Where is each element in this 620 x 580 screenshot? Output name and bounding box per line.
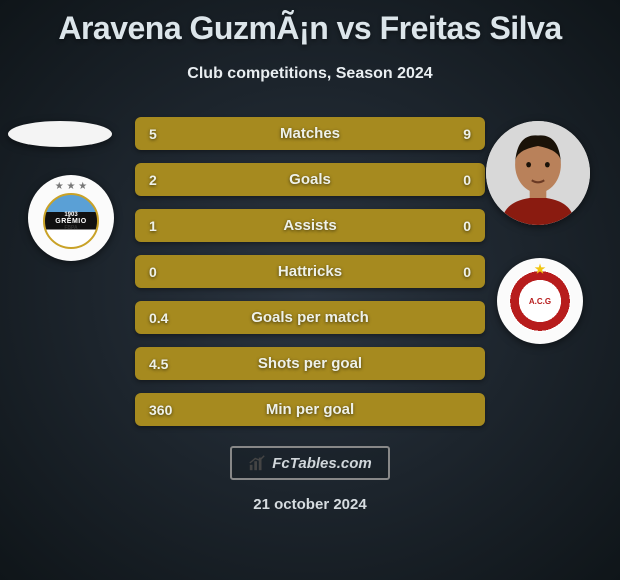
stat-row: 360 Min per goal bbox=[135, 393, 485, 426]
stat-row: 0 Hattricks 0 bbox=[135, 255, 485, 288]
stat-right-value: 0 bbox=[411, 218, 471, 234]
subtitle: Club competitions, Season 2024 bbox=[0, 65, 620, 83]
stat-label: Hattricks bbox=[209, 263, 411, 280]
gremio-badge-icon: ★ ★ ★ 1903 GRÊMIO FBPA bbox=[41, 183, 101, 253]
stat-row: 5 Matches 9 bbox=[135, 117, 485, 150]
stat-right-value: 9 bbox=[411, 126, 471, 142]
club-left-logo: ★ ★ ★ 1903 GRÊMIO FBPA bbox=[28, 175, 114, 261]
stat-row: 1 Assists 0 bbox=[135, 209, 485, 242]
stat-right-value: 0 bbox=[411, 172, 471, 188]
player-left-avatar bbox=[8, 121, 112, 147]
player-right-avatar bbox=[486, 121, 590, 225]
star-icon: ★ bbox=[535, 262, 546, 276]
club-right-name: A.C.G bbox=[529, 297, 551, 306]
stat-right-value: 0 bbox=[411, 264, 471, 280]
stat-label: Goals bbox=[209, 171, 411, 188]
footer: FcTables.com bbox=[0, 446, 620, 480]
stat-label: Matches bbox=[209, 125, 411, 142]
stat-label: Assists bbox=[209, 217, 411, 234]
stat-left-value: 0.4 bbox=[149, 310, 209, 326]
stat-label: Min per goal bbox=[209, 401, 411, 418]
player-right-face-icon bbox=[486, 121, 590, 225]
stat-row: 4.5 Shots per goal bbox=[135, 347, 485, 380]
stat-row: 0.4 Goals per match bbox=[135, 301, 485, 334]
acg-badge-icon: ★ A.C.G bbox=[509, 270, 571, 332]
stats-table: 5 Matches 9 2 Goals 0 1 Assists 0 0 Hatt… bbox=[135, 117, 485, 426]
club-left-name: GRÊMIO bbox=[55, 218, 86, 225]
brand-badge: FcTables.com bbox=[230, 446, 389, 480]
chart-icon bbox=[248, 454, 266, 472]
date-label: 21 october 2024 bbox=[0, 496, 620, 513]
stat-left-value: 5 bbox=[149, 126, 209, 142]
stat-left-value: 1 bbox=[149, 218, 209, 234]
page-title: Aravena GuzmÃ¡n vs Freitas Silva bbox=[0, 0, 620, 47]
stat-row: 2 Goals 0 bbox=[135, 163, 485, 196]
club-right-logo: ★ A.C.G bbox=[497, 258, 583, 344]
stat-left-value: 4.5 bbox=[149, 356, 209, 372]
brand-text: FcTables.com bbox=[272, 455, 371, 472]
stat-left-value: 360 bbox=[149, 402, 209, 418]
stat-left-value: 2 bbox=[149, 172, 209, 188]
stat-label: Goals per match bbox=[209, 309, 411, 326]
stat-label: Shots per goal bbox=[209, 355, 411, 372]
stat-left-value: 0 bbox=[149, 264, 209, 280]
